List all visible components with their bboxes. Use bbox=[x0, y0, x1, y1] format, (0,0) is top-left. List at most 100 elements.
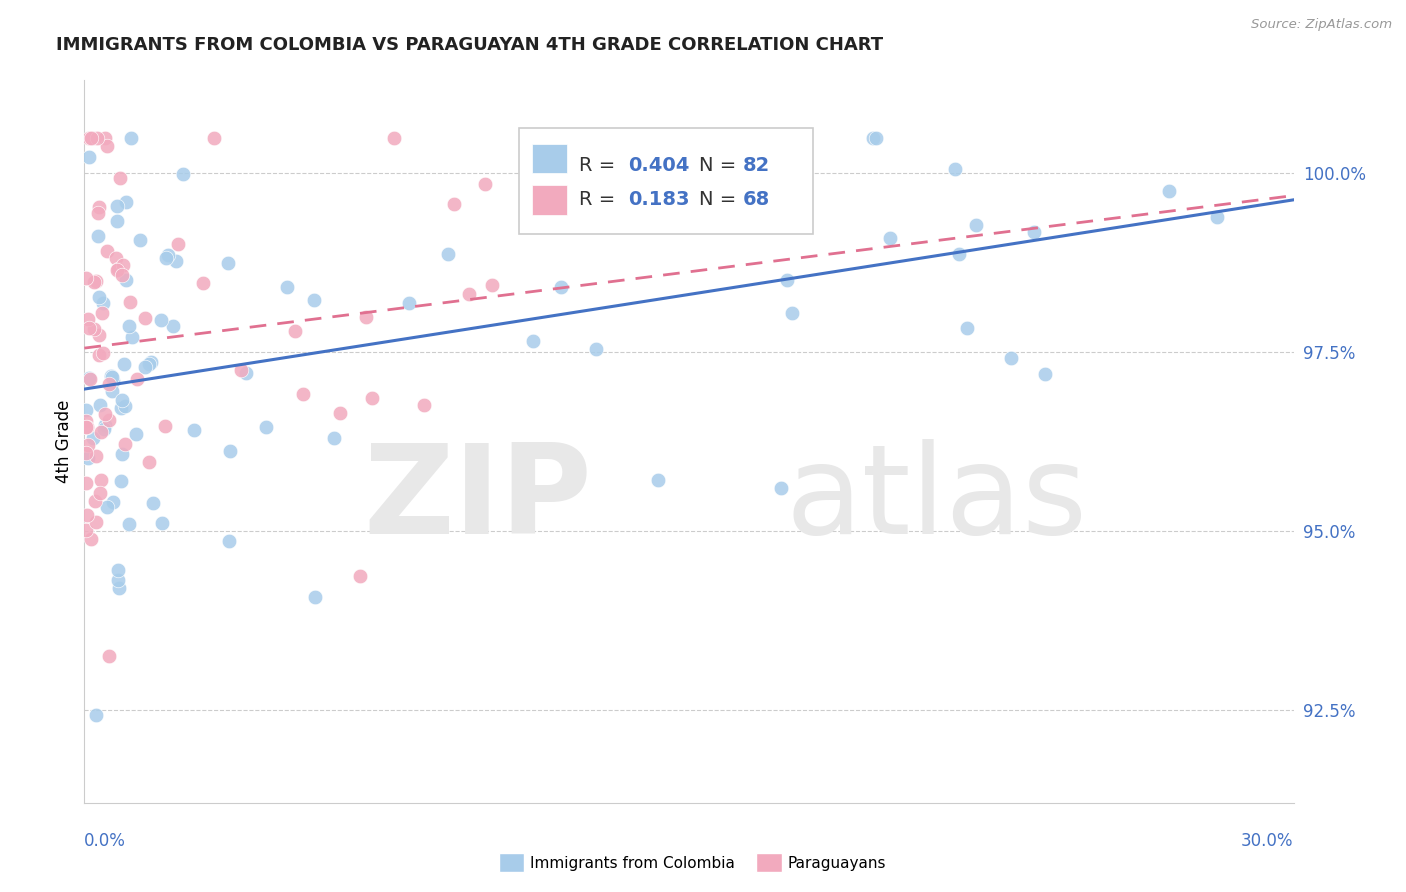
Point bbox=[142, 496, 165, 510]
Point bbox=[647, 473, 669, 487]
Point bbox=[90, 473, 112, 487]
Point bbox=[138, 455, 160, 469]
Point bbox=[436, 247, 458, 261]
Point bbox=[96, 500, 118, 515]
Point bbox=[108, 170, 131, 185]
Point bbox=[98, 649, 121, 664]
Point bbox=[101, 384, 124, 399]
Point bbox=[107, 573, 129, 587]
Point bbox=[172, 167, 194, 181]
Point bbox=[1022, 226, 1045, 240]
Point bbox=[304, 590, 326, 604]
Point bbox=[134, 359, 156, 374]
Point bbox=[87, 289, 110, 303]
Point bbox=[956, 321, 979, 335]
Text: 68: 68 bbox=[742, 190, 769, 210]
Point bbox=[585, 342, 607, 356]
Point bbox=[84, 450, 107, 464]
Point bbox=[84, 274, 107, 288]
Point bbox=[104, 251, 127, 265]
Point bbox=[191, 276, 214, 290]
Point bbox=[948, 247, 970, 261]
Text: ZIP: ZIP bbox=[364, 439, 592, 560]
Point bbox=[128, 233, 150, 247]
Point bbox=[84, 515, 107, 529]
Point bbox=[75, 414, 97, 428]
Point bbox=[284, 325, 307, 339]
Point bbox=[640, 174, 662, 188]
Point bbox=[865, 130, 887, 145]
Point bbox=[86, 708, 108, 723]
Point bbox=[458, 286, 481, 301]
Point bbox=[121, 330, 143, 344]
Point bbox=[75, 523, 97, 537]
Point bbox=[93, 346, 115, 360]
Point bbox=[302, 293, 325, 308]
Point bbox=[77, 312, 100, 326]
Point bbox=[83, 275, 105, 289]
Point bbox=[77, 150, 100, 164]
Point bbox=[1033, 367, 1056, 381]
Point bbox=[80, 130, 103, 145]
Point bbox=[90, 306, 112, 320]
Point bbox=[138, 358, 160, 372]
Point bbox=[1000, 351, 1022, 365]
Point bbox=[361, 391, 384, 405]
Point bbox=[75, 475, 97, 490]
Point bbox=[329, 407, 352, 421]
Text: Source: ZipAtlas.com: Source: ZipAtlas.com bbox=[1251, 18, 1392, 31]
Point bbox=[150, 516, 173, 530]
Point bbox=[276, 280, 298, 294]
Point bbox=[323, 431, 346, 445]
Point bbox=[114, 399, 136, 413]
Point bbox=[89, 485, 111, 500]
Point bbox=[879, 231, 901, 245]
Point bbox=[965, 219, 987, 233]
Point bbox=[103, 495, 125, 509]
Point bbox=[87, 328, 110, 343]
Point bbox=[111, 447, 134, 461]
Text: R =: R = bbox=[579, 190, 621, 210]
Point bbox=[80, 130, 103, 145]
Point bbox=[79, 372, 101, 386]
Point bbox=[75, 420, 97, 434]
Point bbox=[80, 532, 103, 546]
Point bbox=[108, 581, 131, 595]
Point bbox=[83, 493, 105, 508]
Point bbox=[943, 161, 966, 176]
Point bbox=[105, 263, 128, 277]
Point bbox=[157, 248, 180, 262]
Point bbox=[89, 398, 111, 412]
Point bbox=[76, 508, 98, 523]
Text: N =: N = bbox=[699, 156, 742, 175]
Point bbox=[218, 444, 240, 458]
Point bbox=[87, 200, 110, 214]
Point bbox=[474, 178, 496, 192]
Point bbox=[218, 533, 240, 548]
Point bbox=[86, 130, 108, 145]
Point bbox=[141, 355, 163, 369]
Point bbox=[77, 438, 100, 452]
Point bbox=[107, 563, 129, 577]
Point bbox=[162, 319, 184, 334]
Point bbox=[153, 418, 176, 433]
Point bbox=[443, 196, 465, 211]
Point bbox=[93, 407, 115, 421]
Point bbox=[356, 310, 378, 324]
Point bbox=[96, 139, 118, 153]
Point bbox=[780, 306, 803, 320]
Point bbox=[110, 401, 132, 415]
Point bbox=[770, 481, 793, 495]
Point bbox=[105, 199, 128, 213]
Point bbox=[150, 313, 173, 327]
Point bbox=[77, 371, 100, 385]
Point bbox=[481, 278, 503, 293]
Point bbox=[229, 363, 252, 377]
Text: 82: 82 bbox=[742, 156, 769, 175]
Point bbox=[82, 431, 104, 445]
Point bbox=[110, 268, 132, 282]
Point bbox=[107, 262, 129, 277]
Point bbox=[101, 375, 124, 389]
Point bbox=[76, 419, 98, 434]
Text: 30.0%: 30.0% bbox=[1241, 831, 1294, 850]
